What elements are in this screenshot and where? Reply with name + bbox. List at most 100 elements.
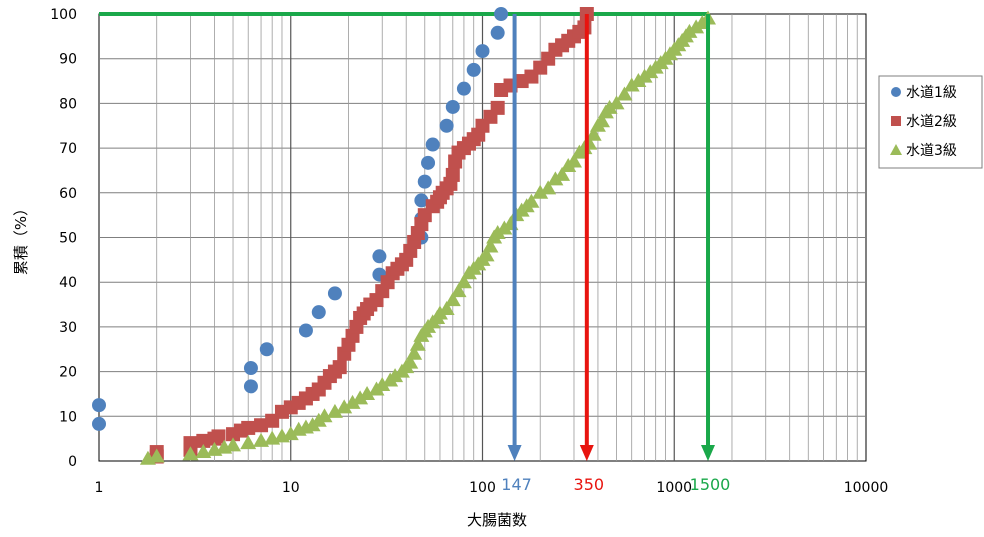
data-point [311, 305, 326, 320]
data-point [421, 155, 436, 170]
x-axis-ticks: 1 10 100 1000 10000 [95, 480, 889, 496]
data-point [577, 20, 592, 35]
data-point [681, 23, 698, 38]
data-point [327, 286, 342, 301]
series-triangle [139, 10, 717, 465]
data-point [608, 95, 625, 110]
data-point [211, 429, 226, 444]
data-point [148, 448, 165, 463]
series-group [92, 7, 717, 465]
annotation-label: 147 [501, 475, 532, 494]
data-point [182, 446, 199, 461]
data-point [478, 247, 495, 262]
data-point [455, 274, 472, 289]
x-tick-label: 100 [469, 480, 496, 496]
data-point [259, 342, 274, 357]
x-axis-label: 大腸菌数 [467, 511, 527, 529]
data-point [466, 62, 481, 77]
data-point [623, 77, 640, 92]
data-point [298, 323, 313, 338]
data-point [482, 238, 499, 253]
data-point [532, 184, 549, 199]
y-axis-ticks: 0 10 20 30 40 50 60 70 80 90 100 [50, 7, 77, 470]
data-point [523, 193, 540, 208]
legend-symbol [891, 87, 901, 97]
data-point [352, 390, 369, 405]
data-point [359, 385, 376, 400]
y-tick-label: 90 [59, 52, 77, 68]
data-point [183, 436, 198, 451]
data-point [336, 399, 353, 414]
data-point [554, 166, 571, 181]
y-axis-label: 累積（%） [12, 201, 30, 275]
data-point [439, 118, 454, 133]
data-point [406, 345, 423, 360]
data-point [450, 283, 467, 298]
annotation-arrow-head [507, 445, 522, 461]
data-point [490, 25, 505, 40]
data-point [547, 171, 564, 186]
data-point [225, 437, 242, 452]
y-tick-label: 30 [59, 320, 77, 336]
legend-symbol [891, 116, 901, 126]
data-point [431, 305, 448, 320]
data-point [489, 225, 506, 240]
data-point [92, 416, 106, 431]
data-point [196, 433, 211, 448]
data-point [372, 249, 387, 264]
data-point [240, 435, 257, 450]
x-tick-label: 10000 [844, 480, 889, 496]
data-point [565, 153, 582, 168]
data-point [445, 99, 460, 114]
legend-entry: 水道1級 [906, 85, 957, 101]
y-tick-label: 0 [68, 454, 77, 470]
x-tick-label: 1000 [656, 480, 692, 496]
x-tick-label: 10 [282, 480, 300, 496]
data-point [243, 361, 258, 376]
annotation-arrow-head [701, 445, 716, 461]
y-tick-label: 100 [50, 7, 77, 23]
data-point [601, 99, 618, 114]
data-point [444, 292, 461, 307]
y-tick-label: 70 [59, 141, 77, 157]
data-point [438, 301, 455, 316]
data-point [282, 426, 299, 441]
data-point [414, 193, 429, 208]
annotation-group: 147 350 1500 [501, 14, 730, 494]
data-point [409, 336, 426, 351]
y-tick-label: 80 [59, 96, 77, 112]
data-point [254, 418, 269, 433]
legend-entry: 水道2級 [906, 114, 957, 130]
series-square [149, 7, 594, 464]
legend-marker [890, 144, 902, 155]
x-tick-label: 1 [95, 480, 104, 496]
legend-marker [891, 87, 901, 97]
data-point [326, 403, 343, 418]
data-point [494, 7, 509, 21]
legend-marker [891, 116, 901, 126]
data-point [475, 44, 490, 59]
data-point [540, 180, 557, 195]
annotation-label: 1500 [690, 475, 731, 494]
data-point [585, 126, 602, 141]
y-tick-label: 40 [59, 275, 77, 291]
data-point [332, 360, 347, 375]
data-point [417, 174, 432, 189]
data-point [387, 368, 404, 383]
y-tick-label: 60 [59, 186, 77, 202]
legend-symbol [890, 144, 902, 155]
data-point [241, 420, 256, 435]
data-point [425, 137, 440, 152]
y-tick-label: 50 [59, 231, 77, 247]
data-point [490, 100, 505, 115]
y-tick-label: 20 [59, 365, 77, 381]
data-point [374, 377, 391, 392]
data-point [316, 408, 333, 423]
data-point [594, 113, 611, 128]
data-point [344, 394, 361, 409]
legend-entry: 水道3級 [906, 143, 957, 159]
data-point [92, 398, 106, 413]
y-tick-label: 10 [59, 409, 77, 425]
